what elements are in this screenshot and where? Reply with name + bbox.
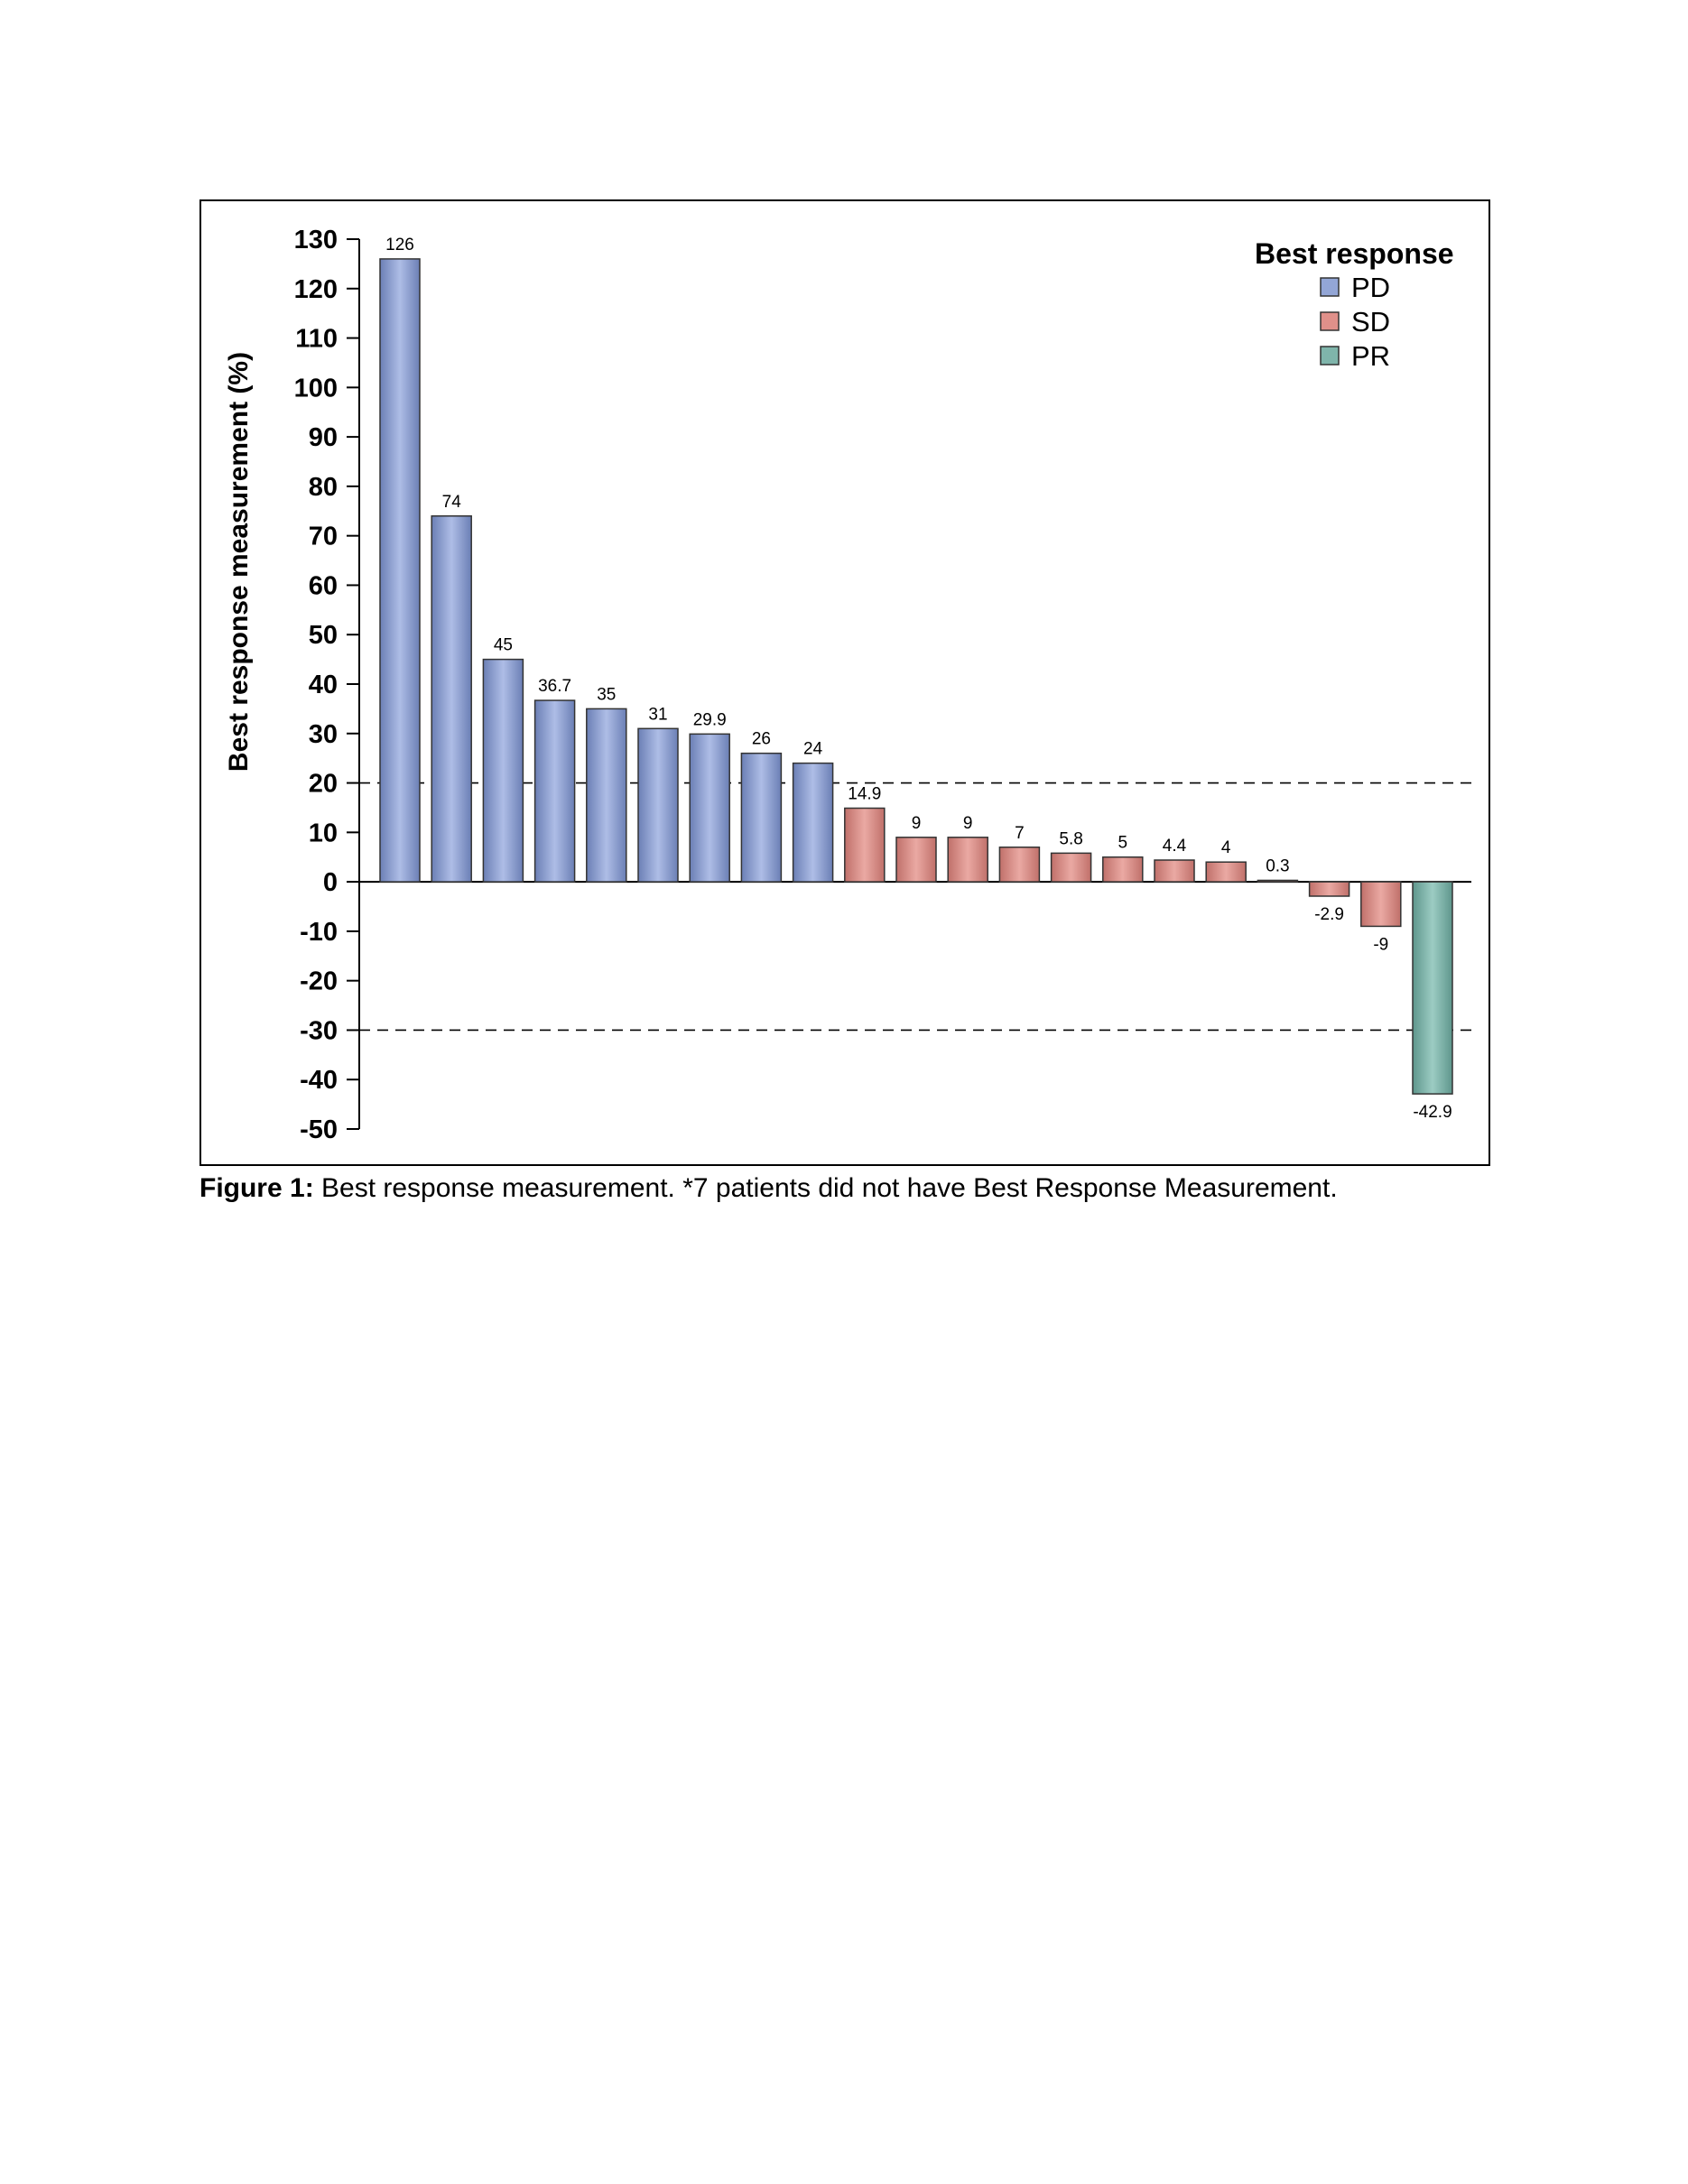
y-tick-label: 90 bbox=[309, 423, 338, 452]
figure-caption: Figure 1: Best response measurement. *7 … bbox=[199, 1173, 1554, 1204]
caption-text: Best response measurement. *7 patients d… bbox=[313, 1173, 1338, 1203]
bar bbox=[637, 727, 679, 883]
y-tick-label: -40 bbox=[300, 1066, 338, 1095]
y-tick-label: 80 bbox=[309, 473, 338, 502]
bar bbox=[533, 699, 576, 883]
legend-label: PD bbox=[1351, 272, 1390, 303]
bar bbox=[1050, 852, 1092, 883]
bar-value-label: 24 bbox=[803, 740, 823, 759]
y-tick-label: 40 bbox=[309, 671, 338, 699]
legend-label: PR bbox=[1351, 340, 1390, 372]
bar bbox=[947, 837, 988, 883]
y-tick-label: -50 bbox=[300, 1115, 338, 1144]
y-tick-label: -10 bbox=[300, 918, 338, 947]
bar-value-label: -42.9 bbox=[1413, 1103, 1451, 1122]
bar-value-label: 5 bbox=[1118, 834, 1128, 853]
bar bbox=[689, 733, 730, 883]
y-tick-label: 60 bbox=[309, 571, 338, 600]
bar-value-label: -2.9 bbox=[1314, 905, 1344, 924]
bar-value-label: 4.4 bbox=[1163, 837, 1187, 856]
bar-value-label: 26 bbox=[752, 730, 771, 749]
legend-swatch bbox=[1320, 277, 1340, 297]
bar bbox=[895, 837, 937, 883]
y-tick-label: 110 bbox=[295, 325, 338, 354]
bar bbox=[998, 847, 1041, 883]
y-axis-title: Best response measurement (%) bbox=[224, 352, 254, 772]
bar-value-label: 14.9 bbox=[848, 784, 881, 803]
bar bbox=[740, 752, 783, 883]
bar bbox=[844, 807, 886, 883]
bar bbox=[482, 658, 524, 883]
y-tick-label: 0 bbox=[323, 868, 338, 897]
bar-value-label: 7 bbox=[1015, 824, 1025, 843]
bar bbox=[1154, 859, 1195, 883]
bar bbox=[586, 708, 627, 883]
y-tick-label: 50 bbox=[309, 621, 338, 650]
chart-svg: 1301201101009080706050403020100-10-20-30… bbox=[224, 226, 1471, 1144]
legend-label: SD bbox=[1351, 306, 1390, 338]
y-tick-label: 20 bbox=[309, 770, 338, 799]
y-tick-label: -30 bbox=[300, 1016, 338, 1045]
bar-value-label: 0.3 bbox=[1266, 856, 1289, 875]
bar-value-label: 29.9 bbox=[693, 710, 727, 729]
legend-title: Best response bbox=[1255, 237, 1454, 270]
legend-swatch bbox=[1320, 311, 1340, 331]
bar-value-label: 5.8 bbox=[1059, 829, 1082, 848]
y-tick-label: 100 bbox=[294, 374, 338, 403]
bar-value-label: 35 bbox=[597, 685, 616, 704]
y-tick-label: 120 bbox=[294, 275, 338, 304]
bar bbox=[1412, 881, 1453, 1095]
y-tick-label: 10 bbox=[309, 819, 338, 847]
legend-swatch bbox=[1320, 346, 1340, 366]
bar-value-label: 9 bbox=[963, 814, 973, 833]
bar bbox=[1102, 856, 1144, 883]
bar bbox=[1308, 881, 1350, 897]
bar bbox=[431, 515, 472, 883]
bar-value-label: 126 bbox=[385, 236, 414, 254]
bar bbox=[1257, 879, 1299, 883]
bar-value-label: -9 bbox=[1373, 935, 1388, 954]
y-tick-label: 70 bbox=[309, 523, 338, 551]
bar-value-label: 4 bbox=[1221, 838, 1231, 857]
bar-value-label: 9 bbox=[912, 814, 922, 833]
bar bbox=[1205, 861, 1247, 883]
bar bbox=[1360, 881, 1402, 928]
bar-value-label: 31 bbox=[648, 705, 667, 724]
bar bbox=[792, 762, 834, 883]
bar-value-label: 45 bbox=[494, 636, 513, 655]
caption-label: Figure 1: bbox=[199, 1173, 314, 1203]
bar-value-label: 74 bbox=[442, 493, 462, 512]
y-tick-label: 30 bbox=[309, 720, 338, 749]
bar-value-label: 36.7 bbox=[538, 677, 571, 696]
bar bbox=[379, 258, 421, 883]
y-tick-label: 130 bbox=[294, 226, 338, 254]
y-tick-label: -20 bbox=[300, 967, 338, 996]
